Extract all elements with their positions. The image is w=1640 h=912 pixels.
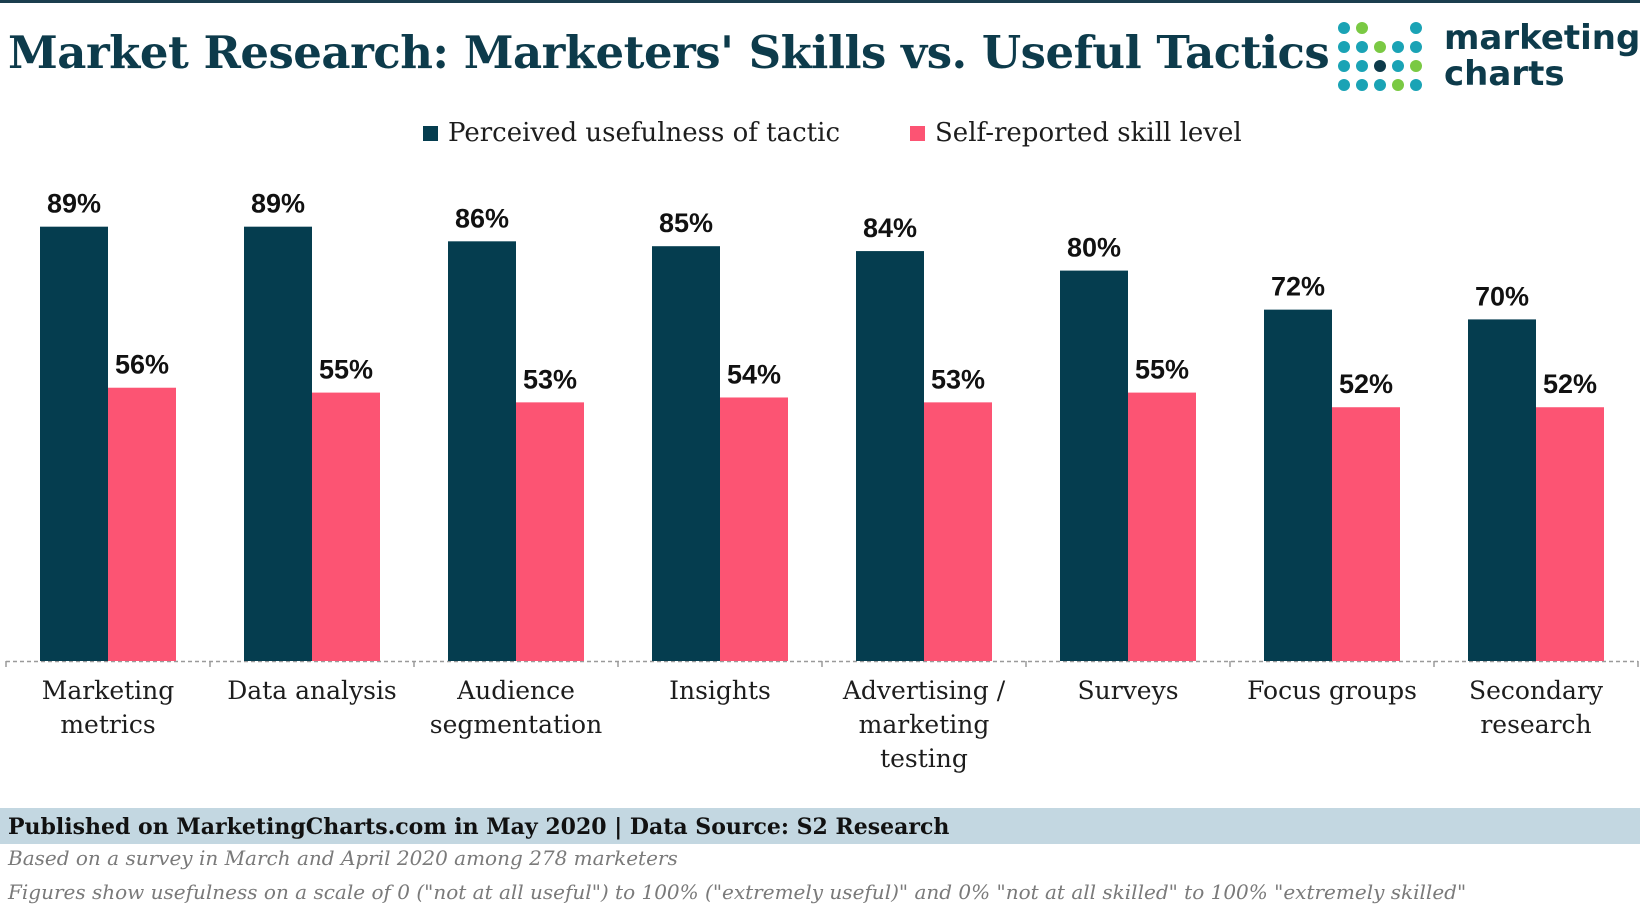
- bar-skill: [1332, 407, 1400, 661]
- data-label-usefulness: 86%: [455, 203, 509, 233]
- bar-skill: [108, 387, 176, 661]
- logo-text: marketing charts: [1444, 20, 1640, 92]
- data-label-skill: 56%: [115, 350, 169, 380]
- bar-usefulness: [652, 246, 720, 661]
- x-tick-label: Focus groups: [1247, 676, 1417, 705]
- footer-band: Published on MarketingCharts.com in May …: [0, 808, 1640, 844]
- data-label-skill: 53%: [523, 364, 577, 394]
- top-rule: [0, 0, 1640, 3]
- data-label-usefulness: 89%: [251, 189, 305, 219]
- bar-usefulness: [244, 226, 312, 661]
- x-tick-label: testing: [880, 744, 968, 773]
- bar-chart: 89% 56% Marketing metrics 89% 55% Data analysi…: [5, 189, 1639, 773]
- bar-usefulness: [448, 241, 516, 661]
- x-tick-label: Advertising /: [842, 676, 1006, 705]
- data-label-usefulness: 85%: [659, 208, 713, 238]
- logo-line1: marketing: [1444, 18, 1640, 58]
- data-label-usefulness: 89%: [47, 189, 101, 219]
- x-tick-label: research: [1480, 710, 1591, 739]
- bar-skill: [516, 402, 584, 661]
- bar-skill: [924, 402, 992, 661]
- bar-usefulness: [1060, 270, 1128, 661]
- legend-label-skill: Self-reported skill level: [935, 118, 1242, 148]
- bar-usefulness: [1468, 319, 1536, 661]
- data-label-usefulness: 84%: [863, 213, 917, 243]
- bar-usefulness: [40, 226, 108, 661]
- chart-title: Market Research: Marketers' Skills vs. U…: [8, 26, 1330, 79]
- data-label-usefulness: 70%: [1475, 281, 1529, 311]
- x-tick-label: Data analysis: [227, 676, 397, 705]
- x-tick-label: Marketing: [42, 676, 175, 705]
- x-tick-label: metrics: [60, 710, 155, 739]
- data-label-skill: 52%: [1339, 369, 1393, 399]
- legend: Perceived usefulness of tactic Self-repo…: [0, 118, 1640, 158]
- x-tick-label: marketing: [859, 710, 990, 739]
- legend-swatch-usefulness: [423, 125, 438, 141]
- data-label-usefulness: 80%: [1067, 233, 1121, 263]
- x-tick-label: Secondary: [1469, 676, 1604, 705]
- x-tick-label: Surveys: [1077, 676, 1178, 705]
- data-label-skill: 55%: [319, 355, 373, 385]
- bar-skill: [312, 392, 380, 661]
- footer-published: Published on MarketingCharts.com in May …: [8, 814, 950, 840]
- footer-note-survey: Based on a survey in March and April 202…: [8, 846, 678, 870]
- x-tick-label: Insights: [669, 676, 771, 705]
- data-label-skill: 53%: [931, 364, 985, 394]
- data-label-skill: 52%: [1543, 369, 1597, 399]
- x-tick-label: segmentation: [430, 710, 602, 739]
- data-label-skill: 55%: [1135, 355, 1189, 385]
- bar-skill: [720, 397, 788, 661]
- legend-item-skill: Self-reported skill level: [910, 118, 1242, 148]
- bar-skill: [1128, 392, 1196, 661]
- bar-skill: [1536, 407, 1604, 661]
- bar-usefulness: [856, 251, 924, 661]
- logo-dots-icon: [1338, 22, 1422, 91]
- data-label-usefulness: 72%: [1271, 272, 1325, 302]
- marketingcharts-logo: marketing charts: [1336, 20, 1640, 100]
- legend-item-usefulness: Perceived usefulness of tactic: [423, 118, 840, 148]
- legend-swatch-skill: [910, 125, 925, 141]
- logo-line2: charts: [1444, 54, 1565, 94]
- x-tick-label: Audience: [456, 676, 575, 705]
- bar-usefulness: [1264, 309, 1332, 661]
- data-label-skill: 54%: [727, 359, 781, 389]
- legend-label-usefulness: Perceived usefulness of tactic: [448, 118, 841, 148]
- footer-note-scale: Figures show usefulness on a scale of 0 …: [8, 880, 1467, 904]
